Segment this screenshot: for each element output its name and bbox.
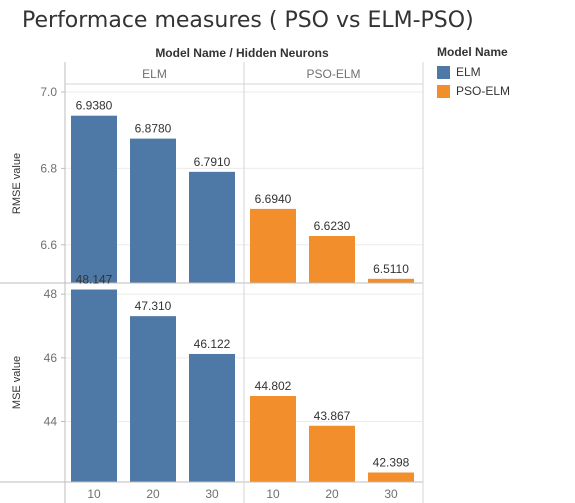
y-tick-label: 6.6 (40, 238, 57, 252)
y-tick-label: 48 (44, 287, 58, 301)
legend-label-elm: ELM (456, 65, 481, 79)
bar-elm-20 (130, 316, 176, 482)
x-tick-label: 30 (205, 487, 219, 501)
column-group-label-elm: ELM (142, 67, 167, 81)
bar-pso-elm-20 (309, 236, 355, 283)
column-group-label-pso-elm: PSO-ELM (306, 67, 360, 81)
y-tick-label: 46 (44, 351, 58, 365)
y-tick-label: 44 (44, 415, 58, 429)
x-tick-label: 20 (146, 487, 160, 501)
x-tick-label: 30 (384, 487, 398, 501)
y-axis-title: RMSE value (11, 153, 23, 214)
bar-value-label: 48.147 (76, 273, 113, 287)
y-axis-title: MSE value (11, 356, 23, 409)
bar-value-label: 46.122 (194, 337, 231, 351)
bar-value-label: 6.6230 (314, 219, 351, 233)
chart-title: Performace measures ( PSO vs ELM-PSO) (22, 8, 474, 33)
bar-value-label: 44.802 (255, 379, 292, 393)
legend-label-pso-elm: PSO-ELM (456, 84, 511, 98)
bar-value-label: 6.6940 (255, 192, 292, 206)
bar-elm-30 (189, 171, 235, 283)
bar-elm-10 (71, 115, 117, 284)
bar-elm-20 (130, 138, 176, 283)
legend-swatch-elm (437, 65, 450, 79)
legend-swatch-pso-elm (437, 84, 450, 98)
bar-value-label: 6.5110 (373, 262, 409, 276)
bar-elm-30 (189, 353, 235, 482)
legend-title: Model Name (437, 45, 508, 59)
x-tick-label: 10 (266, 487, 280, 501)
bar-value-label: 43.867 (314, 409, 351, 423)
y-tick-label: 6.8 (40, 161, 57, 175)
bar-value-label: 6.8780 (135, 122, 172, 136)
bar-pso-elm-30 (368, 472, 414, 482)
bar-pso-elm-20 (309, 425, 355, 482)
x-tick-label: 20 (325, 487, 339, 501)
bar-pso-elm-10 (250, 395, 296, 482)
legend-item-pso-elm[interactable]: PSO-ELM (437, 84, 510, 98)
bar-pso-elm-30 (368, 278, 414, 283)
legend: Model Name ELM PSO-ELM (437, 45, 510, 103)
bar-value-label: 42.398 (373, 456, 410, 470)
column-header-label: Model Name / Hidden Neurons (155, 46, 329, 60)
x-tick-label: 10 (87, 487, 101, 501)
bar-value-label: 6.7910 (194, 155, 231, 169)
bar-value-label: 6.9380 (76, 99, 113, 113)
bar-pso-elm-10 (250, 208, 296, 283)
bar-elm-10 (71, 289, 117, 482)
y-tick-label: 7.0 (40, 85, 57, 99)
legend-item-elm[interactable]: ELM (437, 65, 510, 79)
bar-value-label: 47.310 (135, 299, 172, 313)
